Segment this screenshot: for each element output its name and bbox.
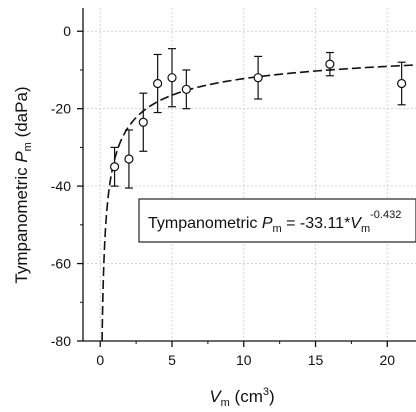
axes: [77, 8, 416, 347]
data-point: [138, 92, 148, 152]
equation-annotation: Tympanometric Pm = -33.11*Vm-0.432: [138, 198, 416, 243]
point-marker: [325, 59, 335, 69]
data-points: [109, 48, 407, 189]
data-point: [397, 61, 407, 106]
y-tick-label: -40: [51, 178, 71, 194]
x-tick-label: 20: [380, 352, 396, 368]
y-tick-label: 0: [63, 23, 71, 39]
annotation-text: Tympanometric Pm = -33.11*Vm-0.432: [148, 209, 401, 235]
point-marker: [253, 73, 263, 83]
data-point: [181, 69, 191, 110]
data-point: [253, 55, 263, 100]
x-axis-label: Vm (cm3): [209, 386, 274, 409]
point-marker: [124, 154, 134, 164]
y-tick-label: -20: [51, 101, 71, 117]
point-marker: [167, 73, 177, 83]
x-tick-label: 10: [236, 352, 252, 368]
point-marker: [397, 78, 407, 89]
annotation-box: [138, 198, 416, 243]
y-axis-label: Tympanometric Pm (daPa): [12, 86, 34, 283]
point-marker: [181, 84, 191, 94]
point-marker: [153, 78, 163, 89]
data-point: [124, 129, 134, 189]
data-point: [325, 51, 335, 77]
data-point: [109, 146, 120, 187]
y-tick-labels: 0 -20 -40 -60 -80: [51, 23, 71, 349]
grid: [83, 8, 416, 342]
data-point: [167, 48, 177, 108]
x-tick-label: 15: [308, 352, 324, 368]
fit-curve: [101, 64, 416, 342]
y-tick-label: -60: [51, 256, 71, 272]
point-marker: [109, 162, 120, 172]
x-tick-label: 0: [96, 352, 104, 368]
point-marker: [138, 117, 148, 127]
x-tick-labels: 0 5 10 15 20: [96, 352, 395, 368]
x-tick-label: 5: [168, 352, 176, 368]
data-point: [153, 53, 163, 114]
y-tick-label: -80: [51, 333, 71, 349]
